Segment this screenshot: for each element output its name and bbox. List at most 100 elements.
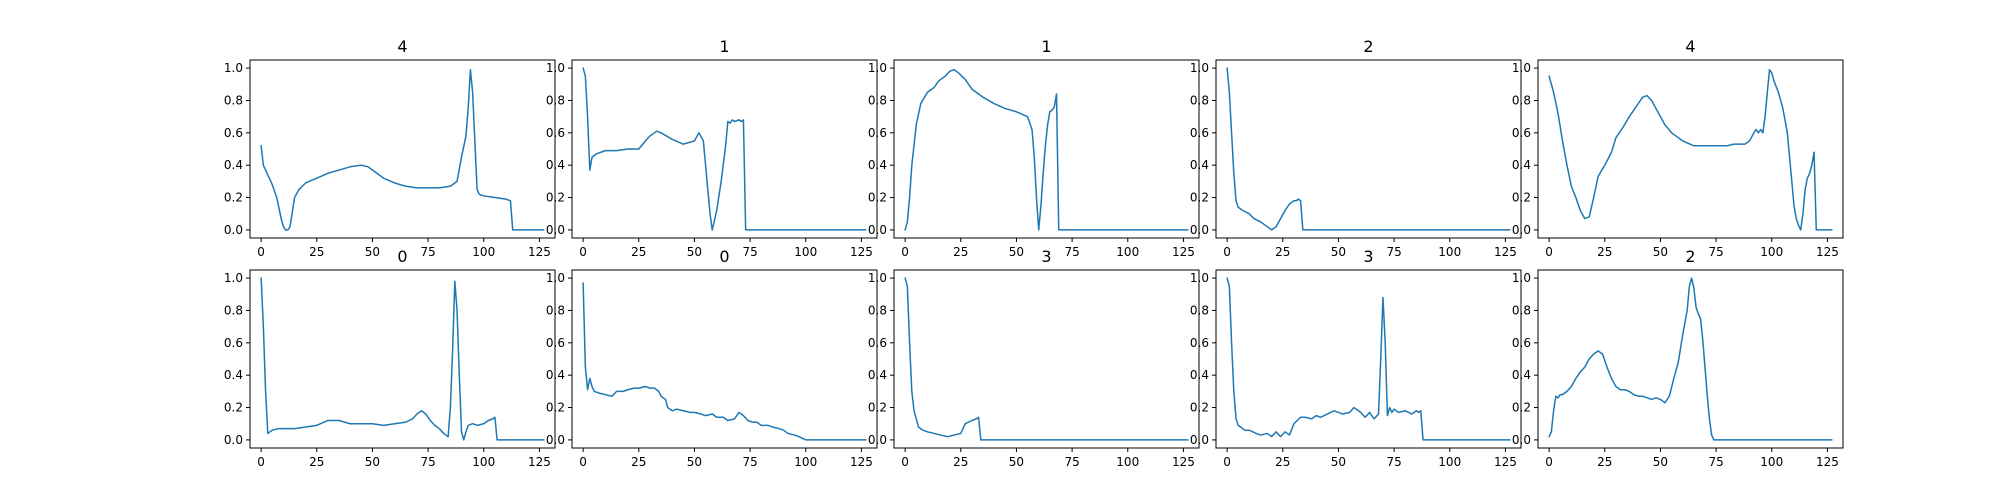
y-tick-label: 1.0: [868, 271, 887, 285]
axes-frame: [1215, 269, 1522, 449]
subplot-1: 4 0 25 50 75 100 125 0.0 0.2 0.4 0.6 0.8 1.0: [224, 37, 556, 259]
x-tick-label: 0: [1545, 455, 1553, 469]
axes-frame: [249, 269, 556, 449]
y-tick-label: 0.8: [224, 303, 243, 317]
subplot-8: 3 0 25 50 75 100 125 0.0 0.2 0.4 0.6 0.8 1.0: [868, 247, 1200, 469]
x-tick-label: 75: [1708, 455, 1723, 469]
y-tick-label: 0.6: [546, 126, 565, 140]
y-tick-label: 0.4: [1512, 368, 1531, 382]
y-tick-label: 0.4: [546, 158, 565, 172]
x-tick-label: 25: [631, 455, 646, 469]
subplot-4: 2 0 25 50 75 100 125 0.0 0.2 0.4 0.6 0.8 1.0: [1190, 37, 1522, 259]
y-tick-label: 0.8: [1512, 303, 1531, 317]
y-tick-label: 0.2: [1512, 191, 1531, 205]
series-line: [1226, 67, 1511, 231]
series-line: [1226, 277, 1511, 441]
x-tick-label: 125: [528, 245, 551, 259]
subplot-title: 4: [397, 37, 407, 56]
series-line: [582, 67, 867, 231]
series-line: [1548, 277, 1833, 441]
x-tick-label: 100: [1760, 245, 1783, 259]
y-tick-label: 0.4: [868, 368, 887, 382]
y-tick-label: 0.6: [1190, 126, 1209, 140]
x-tick-label: 100: [794, 245, 817, 259]
subplot-10: 2 0 25 50 75 100 125 0.0 0.2 0.4 0.6 0.8 1.0: [1512, 247, 1844, 469]
y-tick-label: 1.0: [546, 271, 565, 285]
x-tick-label: 75: [742, 245, 757, 259]
y-tick-label: 0.8: [224, 93, 243, 107]
x-tick-label: 25: [1597, 455, 1612, 469]
x-tick-label: 25: [1275, 455, 1290, 469]
y-tick-label: 1.0: [546, 61, 565, 75]
subplot-title: 4: [1685, 37, 1695, 56]
y-tick-label: 1.0: [224, 61, 243, 75]
series-line: [582, 282, 867, 441]
y-tick-label: 0.0: [546, 433, 565, 447]
y-tick-label: 0.8: [1512, 93, 1531, 107]
x-tick-label: 100: [1116, 455, 1139, 469]
y-tick-label: 0.6: [546, 336, 565, 350]
y-tick-label: 0.4: [546, 368, 565, 382]
y-tick-label: 0.0: [546, 223, 565, 237]
subplot-5: 4 0 25 50 75 100 125 0.0 0.2 0.4 0.6 0.8 1.0: [1512, 37, 1844, 259]
y-tick-label: 0.8: [546, 93, 565, 107]
y-tick-label: 0.8: [868, 303, 887, 317]
y-tick-label: 0.2: [1512, 401, 1531, 415]
axes-frame: [571, 269, 878, 449]
y-tick-label: 0.6: [1512, 336, 1531, 350]
subplot-title: 2: [1363, 37, 1373, 56]
subplot-9: 3 0 25 50 75 100 125 0.0 0.2 0.4 0.6 0.8 1.0: [1190, 247, 1522, 469]
subplot-title: 1: [719, 37, 729, 56]
y-tick-label: 0.4: [224, 368, 243, 382]
series-line: [260, 68, 545, 231]
y-tick-label: 0.6: [1512, 126, 1531, 140]
y-tick-label: 0.0: [1190, 223, 1209, 237]
subplot-6: 0 0 25 50 75 100 125 0.0 0.2 0.4 0.6 0.8 1.0: [224, 247, 556, 469]
y-tick-label: 0.8: [546, 303, 565, 317]
x-tick-label: 25: [953, 245, 968, 259]
x-tick-label: 125: [850, 245, 873, 259]
y-tick-label: 0.0: [868, 223, 887, 237]
x-tick-label: 125: [1172, 245, 1195, 259]
subplot-title: 1: [1041, 37, 1051, 56]
x-tick-label: 25: [1597, 245, 1612, 259]
x-tick-label: 100: [1438, 455, 1461, 469]
x-tick-label: 125: [1494, 455, 1517, 469]
x-tick-label: 0: [257, 245, 265, 259]
x-tick-label: 50: [687, 245, 702, 259]
x-tick-label: 50: [1331, 455, 1346, 469]
subplot-title: 2: [1685, 247, 1695, 266]
y-tick-label: 1.0: [224, 271, 243, 285]
x-tick-label: 75: [420, 245, 435, 259]
y-tick-label: 0.2: [546, 401, 565, 415]
x-tick-label: 125: [1172, 455, 1195, 469]
y-tick-label: 0.8: [868, 93, 887, 107]
y-tick-label: 0.6: [224, 336, 243, 350]
y-tick-label: 0.0: [1512, 223, 1531, 237]
y-tick-label: 0.4: [1512, 158, 1531, 172]
subplot-title: 3: [1363, 247, 1373, 266]
subplot-2: 1 0 25 50 75 100 125 0.0 0.2 0.4 0.6 0.8 1.0: [546, 37, 878, 259]
subplot-7: 0 0 25 50 75 100 125 0.0 0.2 0.4 0.6 0.8 1.0: [546, 247, 878, 469]
x-tick-label: 100: [472, 455, 495, 469]
x-tick-label: 100: [1760, 455, 1783, 469]
x-tick-label: 75: [742, 455, 757, 469]
series-line: [260, 277, 545, 441]
x-tick-label: 50: [687, 455, 702, 469]
x-tick-label: 0: [579, 455, 587, 469]
axes-frame: [249, 59, 556, 239]
x-tick-label: 25: [309, 455, 324, 469]
y-tick-label: 0.4: [1190, 368, 1209, 382]
axes-frame: [1537, 59, 1844, 239]
x-tick-label: 25: [309, 245, 324, 259]
y-tick-label: 0.2: [224, 191, 243, 205]
series-line: [904, 277, 1189, 441]
x-tick-label: 50: [1009, 245, 1024, 259]
x-tick-label: 50: [365, 245, 380, 259]
x-tick-label: 25: [1275, 245, 1290, 259]
x-tick-label: 75: [1064, 455, 1079, 469]
y-tick-label: 0.4: [1190, 158, 1209, 172]
x-tick-label: 125: [1816, 245, 1839, 259]
x-tick-label: 0: [579, 245, 587, 259]
